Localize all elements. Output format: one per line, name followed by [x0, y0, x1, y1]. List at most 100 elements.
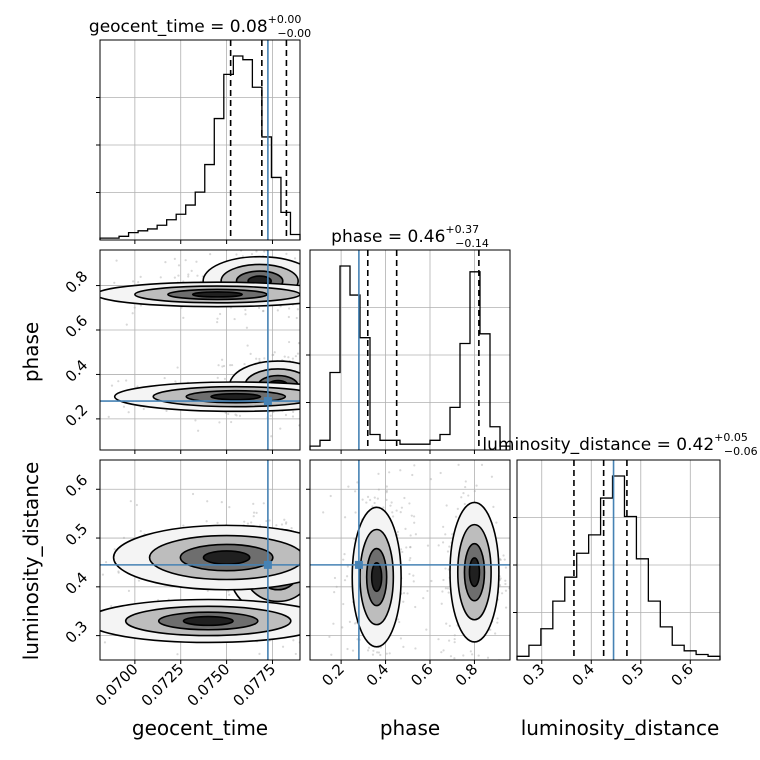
scatter-point	[351, 287, 353, 289]
scatter-point	[317, 574, 319, 576]
scatter-point	[426, 387, 428, 389]
scatter-point	[398, 620, 401, 624]
scatter-point	[293, 257, 297, 260]
scatter-point	[362, 399, 364, 401]
scatter-point	[297, 342, 300, 345]
scatter-point	[402, 600, 405, 603]
scatter-point	[205, 520, 208, 523]
scatter-point	[492, 505, 495, 508]
scatter-point	[333, 562, 335, 564]
scatter-point	[257, 306, 261, 310]
scatter-point	[318, 377, 320, 379]
scatter-point	[385, 652, 388, 655]
scatter-point	[312, 295, 314, 297]
scatter-point	[513, 593, 515, 595]
scatter-point	[324, 361, 326, 363]
scatter-point	[338, 573, 340, 575]
scatter-point	[281, 645, 285, 648]
scatter-point	[301, 378, 303, 380]
scatter-point	[456, 507, 459, 511]
scatter-point	[328, 592, 330, 594]
scatter-point	[385, 491, 388, 494]
scatter-point	[471, 653, 474, 656]
scatter-point	[131, 312, 134, 315]
scatter-point	[354, 511, 357, 514]
scatter-point	[176, 366, 179, 369]
scatter-point	[348, 348, 350, 350]
scatter-point	[43, 391, 45, 393]
scatter-point	[315, 540, 317, 542]
scatter-point	[296, 308, 299, 311]
scatter-point	[294, 355, 297, 358]
scatter-point	[103, 641, 107, 644]
scatter-point	[182, 524, 185, 527]
scatter-point	[312, 417, 314, 419]
scatter-point	[122, 405, 126, 408]
scatter-point	[303, 384, 305, 386]
scatter-point	[348, 541, 350, 543]
scatter-point	[294, 652, 297, 656]
scatter-point	[136, 385, 139, 388]
scatter-point	[219, 312, 222, 316]
contour	[370, 562, 383, 593]
scatter-point	[265, 519, 268, 523]
x-tick-label: 0.0725	[138, 660, 188, 710]
scatter-point	[285, 252, 288, 255]
panels-layer: 0.3 0.4 0.5 0.60.20.40.60.80.07000.07250.07…	[43, 39, 721, 710]
scatter-point	[322, 390, 324, 392]
scatter-point	[69, 613, 71, 615]
scatter-point	[453, 638, 456, 641]
scatter-point	[307, 393, 309, 395]
panel-frame	[309, 459, 511, 661]
scatter-point	[503, 558, 506, 561]
scatter-point	[209, 253, 212, 256]
scatter-point	[174, 380, 177, 383]
scatter-point	[405, 546, 408, 549]
scatter-point	[101, 573, 105, 576]
scatter-point	[412, 580, 415, 583]
scatter-point	[249, 352, 252, 355]
x-tick-label: 0.0775	[229, 660, 279, 710]
scatter-point	[376, 651, 379, 654]
scatter-point	[376, 376, 378, 378]
x-tick-label: 0.8	[452, 660, 482, 690]
y-tick-label: 0.4	[62, 356, 92, 386]
scatter-point	[312, 519, 314, 521]
scatter-point	[327, 262, 329, 264]
scatter-point	[303, 290, 305, 292]
scatter-point	[341, 626, 344, 629]
scatter-point	[307, 417, 309, 419]
scatter-point	[206, 589, 209, 592]
scatter-point	[355, 286, 357, 288]
scatter-point	[107, 415, 110, 418]
y-tick-label: 0.4	[62, 568, 92, 598]
scatter-point	[307, 413, 309, 415]
scatter-point	[142, 407, 145, 411]
scatter-point	[234, 413, 237, 416]
scatter-point	[243, 362, 246, 366]
scatter-point	[262, 502, 265, 505]
scatter-point	[275, 524, 278, 527]
scatter-point	[63, 396, 65, 398]
scatter-point	[269, 414, 272, 417]
scatter-point	[306, 412, 308, 414]
scatter-point	[132, 280, 135, 283]
scatter-point	[389, 403, 391, 405]
scatter-point	[336, 611, 338, 613]
scatter-point	[338, 416, 340, 418]
scatter-point	[495, 521, 498, 524]
scatter-point	[194, 419, 197, 422]
scatter-point	[401, 550, 404, 554]
scatter-point	[411, 473, 414, 477]
scatter-point	[220, 358, 224, 361]
scatter-point	[190, 269, 193, 272]
scatter-point	[163, 376, 166, 380]
scatter-point	[382, 506, 385, 509]
scatter-point	[402, 645, 405, 648]
scatter-point	[453, 634, 456, 637]
scatter-point	[462, 492, 465, 495]
scatter-point	[326, 545, 328, 547]
scatter-point	[335, 572, 337, 574]
scatter-point	[442, 578, 445, 582]
scatter-point	[367, 649, 370, 652]
